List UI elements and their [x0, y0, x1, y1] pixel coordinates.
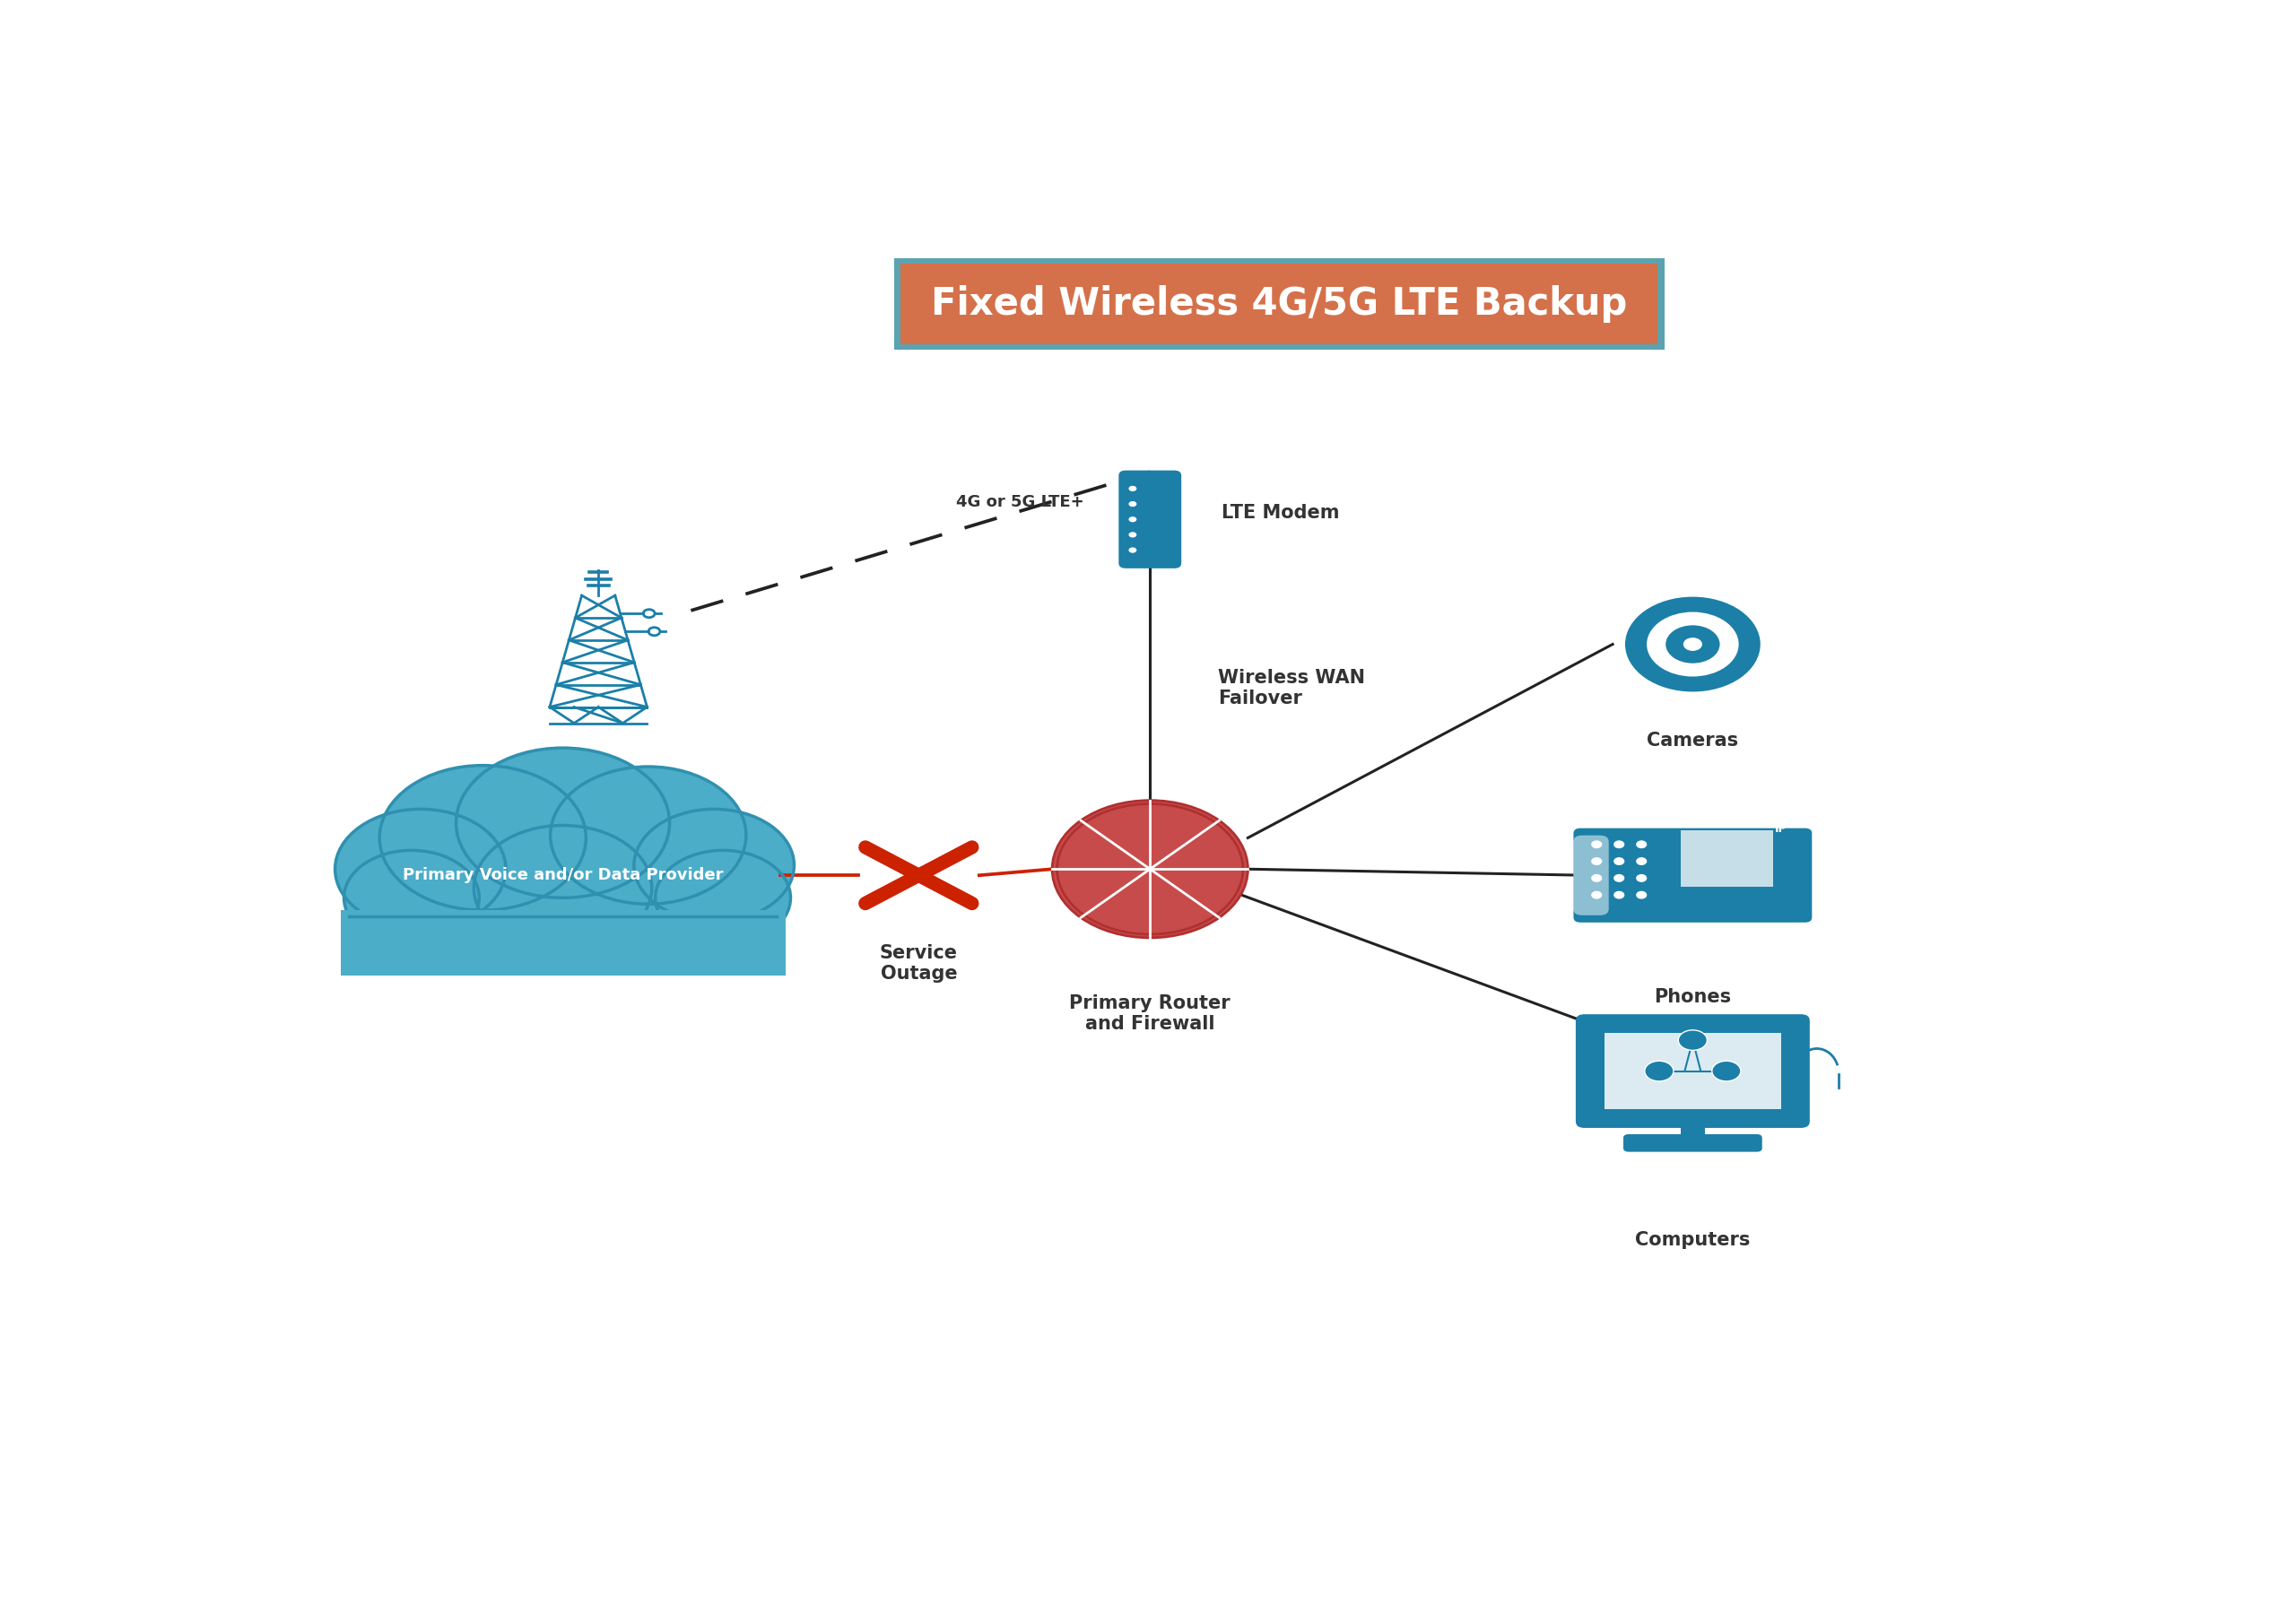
Circle shape [1130, 547, 1137, 553]
Circle shape [1637, 858, 1646, 865]
Circle shape [1626, 597, 1761, 691]
Circle shape [1591, 874, 1600, 881]
Circle shape [654, 850, 790, 946]
Text: Service
Outage: Service Outage [879, 944, 957, 983]
Circle shape [1614, 874, 1623, 881]
Text: 4G/5G LTE
Cell Tower: 4G/5G LTE Cell Tower [535, 839, 643, 876]
Text: IP: IP [1775, 824, 1786, 835]
FancyBboxPatch shape [1575, 1014, 1809, 1127]
Circle shape [1614, 858, 1623, 865]
FancyBboxPatch shape [900, 263, 1658, 344]
Circle shape [1130, 532, 1137, 537]
Circle shape [344, 850, 480, 946]
Circle shape [1130, 516, 1137, 522]
FancyBboxPatch shape [1573, 829, 1812, 923]
Circle shape [473, 826, 652, 950]
Circle shape [551, 767, 746, 903]
Circle shape [1646, 611, 1738, 676]
Text: Primary Router
and Firewall: Primary Router and Firewall [1070, 994, 1231, 1033]
Text: Primary Voice and/or Data Provider: Primary Voice and/or Data Provider [402, 868, 723, 884]
Circle shape [1130, 501, 1137, 506]
FancyBboxPatch shape [1623, 1134, 1761, 1152]
Text: Wireless WAN
Failover: Wireless WAN Failover [1217, 668, 1364, 707]
FancyBboxPatch shape [1605, 1033, 1782, 1109]
Circle shape [1130, 487, 1137, 491]
Text: 4G or 5G LTE+: 4G or 5G LTE+ [955, 493, 1084, 509]
Text: LTE Modem: LTE Modem [1221, 504, 1339, 522]
Circle shape [1665, 624, 1720, 663]
Circle shape [457, 748, 670, 899]
Circle shape [1678, 1030, 1708, 1051]
Circle shape [1637, 842, 1646, 848]
Text: Computers: Computers [1635, 1231, 1750, 1249]
FancyBboxPatch shape [1573, 835, 1609, 915]
Circle shape [379, 766, 585, 910]
Circle shape [1614, 842, 1623, 848]
Circle shape [1637, 874, 1646, 881]
FancyBboxPatch shape [1681, 1119, 1704, 1140]
Text: Fixed Wireless 4G/5G LTE Backup: Fixed Wireless 4G/5G LTE Backup [930, 285, 1628, 323]
Circle shape [1614, 892, 1623, 899]
Circle shape [1637, 892, 1646, 899]
FancyBboxPatch shape [340, 910, 785, 975]
Circle shape [335, 809, 505, 929]
Text: Cameras: Cameras [1646, 732, 1738, 749]
Circle shape [1052, 800, 1249, 938]
FancyBboxPatch shape [349, 892, 776, 947]
Circle shape [1644, 1061, 1674, 1082]
FancyBboxPatch shape [1681, 830, 1773, 887]
FancyBboxPatch shape [1118, 470, 1182, 568]
Circle shape [1591, 842, 1600, 848]
Circle shape [1713, 1061, 1740, 1082]
Circle shape [1591, 858, 1600, 865]
Circle shape [1591, 892, 1600, 899]
Text: Phones: Phones [1653, 988, 1731, 1006]
Circle shape [1056, 805, 1242, 934]
FancyBboxPatch shape [893, 258, 1665, 349]
Circle shape [1683, 637, 1701, 650]
Circle shape [634, 809, 794, 921]
